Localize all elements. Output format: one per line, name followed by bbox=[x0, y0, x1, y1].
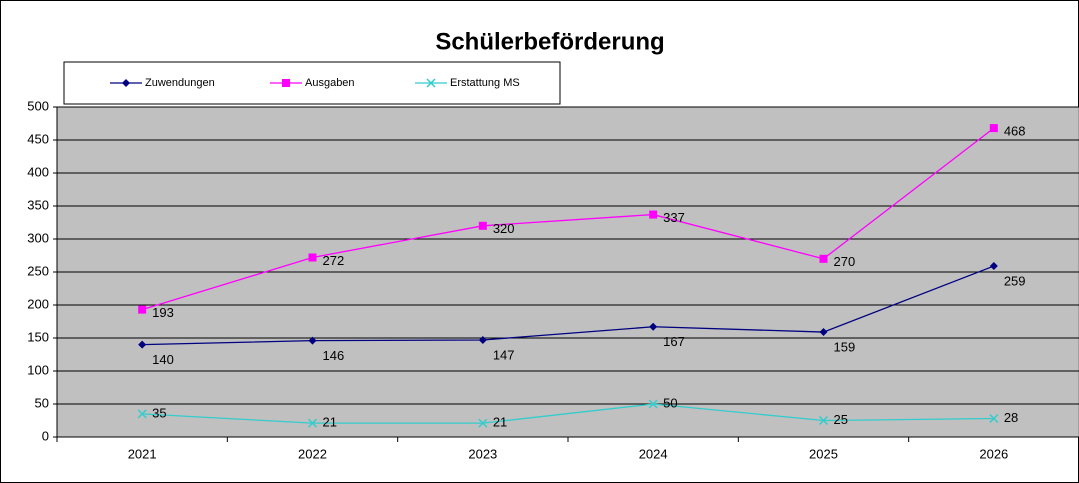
data-point bbox=[137, 409, 147, 419]
data-point bbox=[478, 335, 487, 344]
x-tick-label: 2025 bbox=[809, 446, 838, 461]
legend-box bbox=[63, 61, 561, 105]
x-tick-label: 2026 bbox=[979, 446, 1008, 461]
y-tick-label: 0 bbox=[42, 428, 49, 443]
y-tick-label: 200 bbox=[27, 296, 49, 311]
y-tick-label: 100 bbox=[27, 362, 49, 377]
y-tick-label: 300 bbox=[27, 230, 49, 245]
data-label: 159 bbox=[834, 339, 856, 354]
data-label: 21 bbox=[323, 415, 337, 430]
data-label: 146 bbox=[323, 348, 345, 363]
series-line bbox=[141, 127, 995, 311]
data-point bbox=[138, 305, 147, 314]
data-point bbox=[308, 336, 317, 345]
y-tick-label: 150 bbox=[27, 329, 49, 344]
data-label: 35 bbox=[152, 405, 166, 420]
data-label: 50 bbox=[663, 395, 677, 410]
data-label: 337 bbox=[663, 210, 685, 225]
series-line bbox=[142, 403, 994, 424]
x-tick-label: 2023 bbox=[468, 446, 497, 461]
data-label: 140 bbox=[152, 352, 174, 367]
y-tick-label: 450 bbox=[27, 131, 49, 146]
data-label: 28 bbox=[1004, 410, 1018, 425]
y-tick-label: 250 bbox=[27, 263, 49, 278]
y-tick-label: 350 bbox=[27, 197, 49, 212]
y-tick-label: 500 bbox=[27, 98, 49, 113]
data-point bbox=[819, 328, 828, 337]
data-point bbox=[989, 124, 998, 133]
data-label: 468 bbox=[1004, 124, 1026, 139]
data-point bbox=[307, 418, 318, 428]
legend-marker bbox=[426, 78, 436, 88]
data-point bbox=[648, 399, 658, 409]
data-label: 272 bbox=[323, 253, 345, 268]
data-label: 21 bbox=[493, 415, 507, 430]
data-label: 25 bbox=[834, 412, 848, 427]
y-tick-label: 400 bbox=[27, 164, 49, 179]
legend-marker bbox=[282, 79, 290, 87]
chart-title: Schülerbeförderung bbox=[435, 28, 664, 55]
data-point bbox=[478, 418, 488, 428]
legend-label: Erstattung MS bbox=[450, 77, 520, 89]
data-label: 193 bbox=[152, 305, 174, 320]
x-tick-label: 2021 bbox=[128, 446, 157, 461]
data-point bbox=[308, 253, 317, 262]
data-point bbox=[649, 210, 658, 219]
data-point bbox=[989, 413, 999, 424]
data-point bbox=[989, 262, 998, 271]
data-label: 167 bbox=[663, 334, 685, 349]
x-tick-label: 2024 bbox=[639, 446, 668, 461]
data-label: 259 bbox=[1004, 273, 1026, 288]
data-label: 320 bbox=[493, 221, 515, 236]
y-tick-label: 50 bbox=[35, 395, 49, 410]
data-point bbox=[819, 254, 828, 263]
data-point bbox=[478, 221, 487, 230]
series-line bbox=[142, 265, 995, 346]
legend-label: Zuwendungen bbox=[145, 77, 215, 89]
data-point bbox=[138, 340, 147, 349]
x-tick-label: 2022 bbox=[298, 446, 327, 461]
legend-label: Ausgaben bbox=[305, 77, 355, 89]
data-point bbox=[649, 322, 658, 331]
data-point bbox=[818, 415, 829, 426]
data-label: 147 bbox=[493, 347, 515, 362]
legend-marker bbox=[122, 79, 130, 87]
data-label: 270 bbox=[834, 254, 856, 269]
